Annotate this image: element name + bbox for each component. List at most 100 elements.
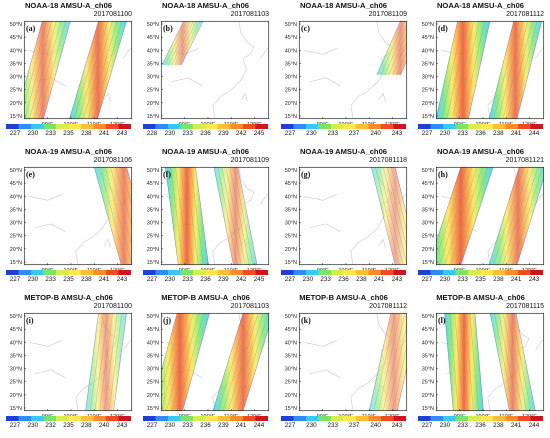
- colorbar-segment: [205, 270, 219, 275]
- lat-label: 15°N: [422, 260, 434, 266]
- scan-line: [110, 167, 132, 247]
- colorbar-segment: [18, 416, 32, 421]
- colorbar-segment: [293, 416, 307, 421]
- colorbar-tick-label: 242: [235, 130, 247, 137]
- colorbar-segment: [205, 416, 219, 421]
- scan-line: [174, 21, 197, 66]
- scan-line: [29, 21, 57, 119]
- scan-line: [459, 313, 469, 411]
- map-frame: [435, 166, 545, 266]
- lat-label: 35°N: [10, 207, 22, 213]
- colorbar-tick-label: 241: [235, 422, 247, 429]
- lat-label: 50°N: [422, 22, 434, 28]
- colorbar-segment: [205, 124, 219, 129]
- colorbar-segment: [356, 416, 369, 421]
- lat-label: 30°N: [10, 221, 22, 227]
- scan-line: [493, 167, 525, 265]
- scan-line: [462, 21, 485, 119]
- lat-label: 15°N: [147, 260, 159, 266]
- lat-label: 40°N: [147, 48, 159, 54]
- lat-label: 20°N: [10, 393, 22, 399]
- scan-line: [87, 21, 118, 119]
- colorbar-tick-label: 233: [320, 276, 331, 283]
- panel-label: (e): [26, 170, 35, 179]
- scan-line: [97, 21, 127, 119]
- scan-line: [493, 21, 519, 119]
- scan-line: [507, 21, 533, 119]
- scan-line: [378, 313, 401, 411]
- scan-line: [371, 167, 396, 265]
- lat-label: 20°N: [10, 247, 22, 253]
- colorbar-tick-label: 243: [116, 130, 128, 137]
- scan-line: [126, 167, 132, 188]
- colorbar-segment: [381, 416, 394, 421]
- panel-label: (f): [163, 170, 171, 179]
- colorbar-segment: [143, 124, 156, 129]
- colorbar-tick-label: 227: [421, 422, 433, 429]
- panel-date: 2017081109: [230, 157, 269, 164]
- colorbar-segment: [281, 124, 294, 129]
- lat-label: 15°N: [10, 260, 22, 266]
- colorbar-segment: [468, 270, 481, 275]
- panel-date: 2017081103: [230, 303, 269, 310]
- colorbar: [281, 124, 406, 129]
- colorbar-tick-label: 227: [146, 422, 158, 429]
- scan-line: [498, 313, 519, 411]
- colorbar-tick-label: 235: [475, 276, 486, 283]
- colorbar-tick-label: 245: [253, 130, 265, 137]
- colorbar-segment: [6, 270, 19, 275]
- scan-line: [507, 167, 539, 265]
- swath-band: [376, 21, 407, 75]
- colorbar-tick-label: 230: [439, 130, 451, 137]
- map-area: (a)50°N45°N40°N35°N30°N25°N20°N15°N90°E1…: [10, 20, 133, 128]
- scan-line: [24, 21, 52, 119]
- panel-label: (d): [438, 24, 448, 33]
- colorbar-segment: [381, 124, 394, 129]
- lat-label: 15°N: [285, 114, 297, 120]
- scan-line: [396, 50, 407, 75]
- scan-line: [449, 313, 459, 411]
- colorbar-tick-label: 230: [27, 422, 39, 429]
- lat-label: 35°N: [10, 61, 22, 67]
- map-area: (j)50°N45°N40°N35°N30°N25°N20°N15°N90°E1…: [147, 312, 270, 420]
- map-panel: METOP-B AMSU-A_ch06 2017081115 (l) 50°N 45°N…: [412, 292, 549, 438]
- lat-label: 40°N: [285, 194, 297, 200]
- scan-line: [213, 167, 234, 265]
- colorbar-segment: [368, 124, 382, 129]
- colorbar-segment: [243, 270, 256, 275]
- lat-label: 25°N: [285, 380, 297, 386]
- scan-line: [502, 313, 523, 411]
- scan-line: [515, 313, 536, 411]
- colorbar-ticks: 227 230 233 237 240 243: [281, 422, 406, 431]
- colorbar-segment: [43, 416, 57, 421]
- map-frame: [435, 312, 545, 412]
- colorbar-tick-label: 241: [98, 276, 110, 283]
- colorbar-tick-label: 243: [116, 276, 128, 283]
- lat-label: 50°N: [147, 314, 159, 320]
- map-area: (e)50°N45°N40°N35°N30°N25°N20°N15°N90°E1…: [10, 166, 133, 274]
- map-panel: METOP-B AMSU-A_ch06 2017081103 (j) 50°N 45°N…: [137, 292, 274, 438]
- map-frame: [23, 312, 133, 412]
- lat-label: 20°N: [147, 101, 159, 107]
- colorbar-segment: [530, 270, 543, 275]
- colorbar-tick-label: 243: [391, 130, 403, 137]
- colorbar-tick-label: 227: [284, 276, 296, 283]
- scan-line: [43, 21, 71, 119]
- colorbar-segment: [493, 124, 506, 129]
- scan-line: [177, 21, 201, 66]
- map-frame: [298, 312, 408, 412]
- colorbar-tick-label: 243: [116, 422, 128, 429]
- panel-label: (c): [301, 24, 310, 33]
- colorbar-ticks: 227 230 233 236 239 241 244: [143, 422, 268, 431]
- colorbar-tick-label: 240: [370, 130, 381, 137]
- colorbar: [281, 270, 406, 275]
- map-frame: [23, 166, 133, 266]
- scan-line: [171, 313, 199, 411]
- scan-line: [373, 313, 396, 411]
- colorbar-segment: [281, 270, 294, 275]
- scan-line: [190, 167, 204, 265]
- colorbar-segment: [468, 416, 481, 421]
- lat-label: 40°N: [10, 48, 22, 54]
- lat-label: 20°N: [422, 247, 434, 253]
- colorbar-tick-label: 241: [510, 422, 522, 429]
